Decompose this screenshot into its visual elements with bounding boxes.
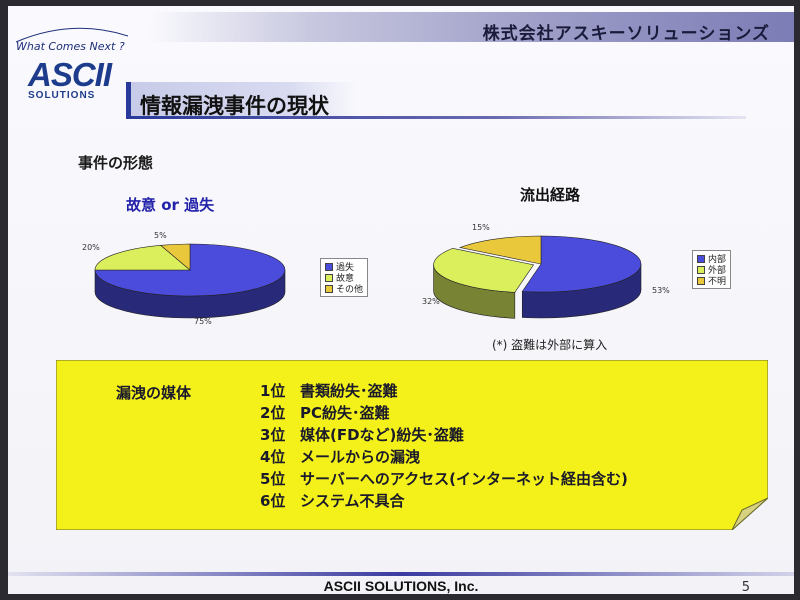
media-rank: 4位 (260, 448, 286, 466)
legend-swatch (697, 265, 705, 274)
legend-label: 不明 (708, 277, 727, 287)
chart2-data-label-1: 32% (422, 297, 440, 306)
chart2-legend-item: 不明 (697, 275, 727, 287)
chart2-data-label-2: 15% (472, 223, 490, 232)
media-rank: 1位 (260, 382, 286, 400)
chart2-legend-item: 内部 (697, 253, 727, 265)
legend-label: その他 (336, 285, 364, 295)
logo-sub-text: SOLUTIONS (28, 90, 96, 101)
title-box (126, 82, 357, 118)
pie-slice-1 (94, 244, 191, 271)
media-title: 漏洩の媒体 (116, 384, 192, 402)
company-name: 株式会社アスキーソリューションズ (482, 24, 770, 44)
chart2-footnote: (*) 盗難は外部に算入 (492, 338, 608, 352)
pie-slice-2 (459, 235, 542, 265)
header-bar: 株式会社アスキーソリューションズ (148, 12, 794, 44)
legend-swatch (325, 284, 333, 293)
legend-label: 過失 (336, 263, 355, 273)
media-list-item: 6位 システム不具合 (260, 490, 628, 512)
media-note-background (56, 360, 768, 530)
media-rank: 3位 (260, 426, 286, 444)
legend-label: 故意 (336, 274, 355, 284)
logo-main-text: ASCII (28, 56, 112, 93)
chart1-legend-item: 過失 (325, 261, 363, 273)
pie-slice-1 (433, 248, 535, 293)
company-logo: ASCII SOLUTIONS (28, 56, 120, 101)
legend-swatch (325, 262, 333, 271)
media-text: 書類紛失･盗難 (300, 382, 398, 400)
media-text: サーバーへのアクセス(インターネット経由含む) (300, 470, 628, 488)
chart1-pie (94, 243, 286, 319)
chart1-title: 故意 or 過失 (126, 196, 215, 214)
media-list-item: 2位 PC紛失･盗難 (260, 402, 628, 424)
chart1-data-label-2: 5% (154, 231, 167, 240)
chart1-legend-item: その他 (325, 283, 364, 295)
chart1-legend: 過失 故意 その他 (320, 258, 369, 297)
media-list-item: 5位 サーバーへのアクセス(インターネット経由含む) (260, 468, 628, 490)
media-list-item: 1位 書類紛失･盗難 (260, 380, 628, 402)
media-list-item: 4位 メールからの漏洩 (260, 446, 628, 468)
media-rank: 6位 (260, 492, 286, 510)
section-heading: 事件の形態 (78, 154, 154, 172)
chart2-title: 流出経路 (520, 186, 581, 204)
media-text: システム不具合 (300, 492, 405, 510)
chart2-legend-item: 外部 (697, 264, 727, 276)
footer-line (8, 572, 794, 576)
tagline-arc-icon (15, 27, 129, 43)
chart2-pie (433, 235, 642, 319)
title-underline (126, 116, 746, 119)
legend-swatch (325, 273, 333, 282)
chart1-data-label-0: 75% (194, 317, 212, 326)
pie-slice-2 (159, 243, 191, 271)
tagline: What Comes Next ? (16, 40, 125, 53)
legend-label: 内部 (708, 255, 727, 265)
page-number: 5 (741, 580, 750, 594)
chart2-data-label-0: 53% (652, 286, 670, 295)
media-list: 1位 書類紛失･盗難 2位 PC紛失･盗難 3位 媒体(FDなど)紛失･盗難 4位 メー… (260, 380, 628, 512)
footer-company: ASCII SOLUTIONS, Inc. (323, 578, 479, 594)
legend-label: 外部 (708, 266, 727, 276)
media-list-item: 3位 媒体(FDなど)紛失･盗難 (260, 424, 628, 446)
slide: 株式会社アスキーソリューションズ What Comes Next ? ASCII… (8, 6, 794, 594)
media-text: PC紛失･盗難 (300, 404, 390, 422)
media-text: 媒体(FDなど)紛失･盗難 (300, 426, 464, 444)
slide-title: 情報漏洩事件の現状 (140, 94, 329, 118)
legend-swatch (697, 254, 705, 263)
pie-slice-0 (521, 235, 642, 293)
media-rank: 5位 (260, 470, 286, 488)
chart2-legend: 内部 外部 不明 (692, 250, 732, 289)
pie-slice-0 (94, 243, 286, 297)
chart1-legend-item: 故意 (325, 272, 363, 284)
media-rank: 2位 (260, 404, 286, 422)
chart1-data-label-1: 20% (82, 243, 100, 252)
media-text: メールからの漏洩 (300, 448, 421, 466)
legend-swatch (697, 276, 705, 285)
